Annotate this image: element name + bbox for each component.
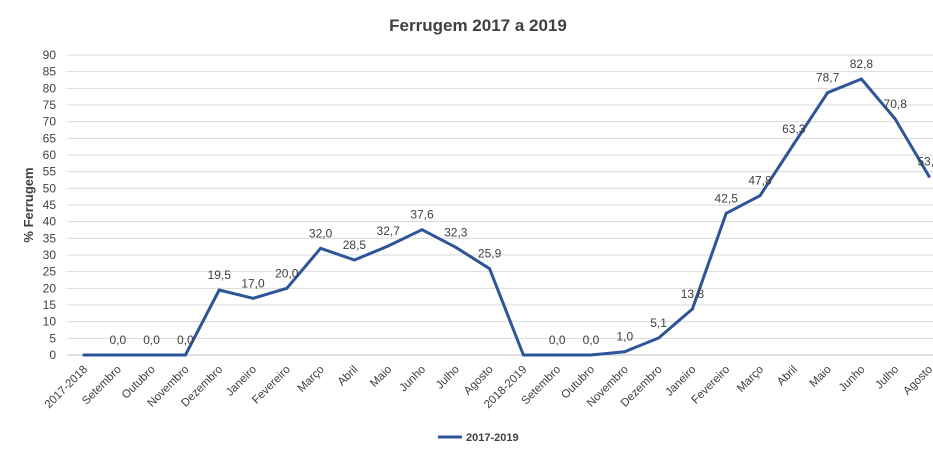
- y-tick-label: 45: [43, 198, 57, 212]
- data-label: 0,0: [583, 333, 600, 347]
- y-tick-label: 75: [43, 98, 57, 112]
- x-tick-label: Agosto: [462, 364, 496, 398]
- x-tick-label: Março: [296, 364, 327, 395]
- data-label: 42,5: [715, 191, 739, 205]
- y-tick-label: 60: [43, 148, 57, 162]
- data-label: 25,9: [478, 247, 502, 261]
- data-point: [724, 211, 728, 215]
- gridlines: [67, 54, 933, 356]
- data-label: 32,3: [444, 225, 468, 239]
- data-label: 32,0: [309, 226, 333, 240]
- data-label: 47,8: [748, 174, 772, 188]
- data-point: [521, 353, 525, 357]
- y-tick-label: 20: [43, 281, 57, 295]
- x-axis-ticks: 2017-2018SetembroOutubroNovembroDezembro…: [43, 364, 933, 411]
- y-tick-label: 50: [43, 181, 57, 195]
- y-tick-label: 0: [49, 348, 56, 362]
- data-point: [589, 353, 593, 357]
- data-point: [893, 117, 897, 121]
- x-tick-label: 2017-2018: [43, 364, 90, 411]
- data-label: 0,0: [143, 333, 160, 347]
- y-tick-label: 15: [43, 298, 57, 312]
- data-label: 70,8: [884, 97, 908, 111]
- data-label: 19,5: [208, 268, 232, 282]
- x-tick-label: Abril: [336, 364, 361, 389]
- x-tick-label: Maio: [368, 364, 394, 390]
- data-point: [792, 142, 796, 146]
- y-tick-label: 55: [43, 165, 57, 179]
- data-point: [690, 307, 694, 311]
- data-label: 78,7: [816, 71, 840, 85]
- data-label: 0,0: [177, 333, 194, 347]
- x-tick-label: Junho: [837, 364, 868, 395]
- data-point: [82, 353, 86, 357]
- data-label: 17,0: [241, 276, 265, 290]
- y-tick-label: 10: [43, 315, 57, 329]
- data-point: [183, 353, 187, 357]
- y-tick-label: 90: [43, 48, 57, 62]
- y-axis-ticks: 0 5 10 15 20 25 30 35 40 45 50 55 60 65 70 75 80 85 90: [43, 48, 57, 362]
- data-label: 5,1: [650, 316, 667, 330]
- legend-label: 2017-2019: [466, 432, 519, 444]
- y-tick-label: 35: [43, 231, 57, 245]
- x-tick-label: Julho: [434, 364, 462, 392]
- data-label: 63,3: [782, 122, 806, 136]
- y-tick-label: 40: [43, 215, 57, 229]
- series-group: [82, 77, 931, 357]
- y-tick-label: 85: [43, 65, 57, 79]
- x-tick-label: Junho: [397, 364, 428, 395]
- data-label: 13,8: [681, 287, 705, 301]
- data-point: [319, 246, 323, 250]
- data-point: [386, 244, 390, 248]
- y-tick-label: 80: [43, 81, 57, 95]
- data-point: [758, 194, 762, 198]
- data-point: [488, 267, 492, 271]
- data-label: 28,5: [343, 238, 367, 252]
- data-point: [420, 228, 424, 232]
- data-point: [927, 174, 931, 178]
- data-point: [859, 77, 863, 81]
- data-point: [217, 288, 221, 292]
- data-label: 82,8: [850, 57, 874, 71]
- data-label: 0,0: [109, 333, 126, 347]
- y-tick-label: 65: [43, 131, 57, 145]
- data-labels: 0,0 0,0 0,0 19,5 17,0 20,0 32,0 28,5 32,7 37,6 32,…: [109, 57, 933, 347]
- x-tick-label: Agosto: [901, 364, 933, 398]
- data-label: 0,0: [549, 333, 566, 347]
- y-tick-label: 70: [43, 115, 57, 129]
- data-point: [116, 353, 120, 357]
- series-line: [82, 77, 931, 357]
- data-point: [285, 286, 289, 290]
- y-axis-label: % Ferrugem: [21, 167, 36, 242]
- data-label: 32,7: [377, 224, 401, 238]
- data-label: 20,0: [275, 266, 299, 280]
- y-tick-label: 5: [49, 331, 56, 345]
- data-point: [623, 350, 627, 354]
- y-tick-label: 30: [43, 248, 57, 262]
- x-tick-label: Abril: [775, 364, 800, 389]
- data-point: [251, 296, 255, 300]
- data-point: [657, 336, 661, 340]
- y-tick-label: 25: [43, 265, 57, 279]
- data-point: [826, 91, 830, 95]
- legend: 2017-2019: [438, 432, 519, 444]
- data-label: 53,6: [917, 154, 933, 168]
- data-point: [555, 353, 559, 357]
- data-label: 1,0: [616, 330, 633, 344]
- data-label: 37,6: [410, 208, 434, 222]
- x-tick-label: Julho: [873, 364, 901, 392]
- data-point: [352, 258, 356, 262]
- chart-title: Ferrugem 2017 a 2019: [389, 16, 567, 35]
- x-tick-label: Março: [735, 364, 766, 395]
- data-point: [454, 245, 458, 249]
- x-tick-label: Maio: [808, 364, 834, 390]
- data-point: [150, 353, 154, 357]
